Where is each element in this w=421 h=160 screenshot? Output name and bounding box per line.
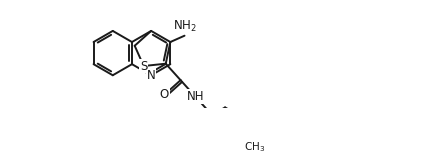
Text: CH$_3$: CH$_3$ [244, 140, 265, 154]
Text: N: N [147, 69, 155, 82]
Text: S: S [140, 60, 147, 72]
Text: NH: NH [187, 90, 204, 103]
Text: NH$_2$: NH$_2$ [173, 19, 197, 34]
Text: O: O [160, 88, 169, 101]
